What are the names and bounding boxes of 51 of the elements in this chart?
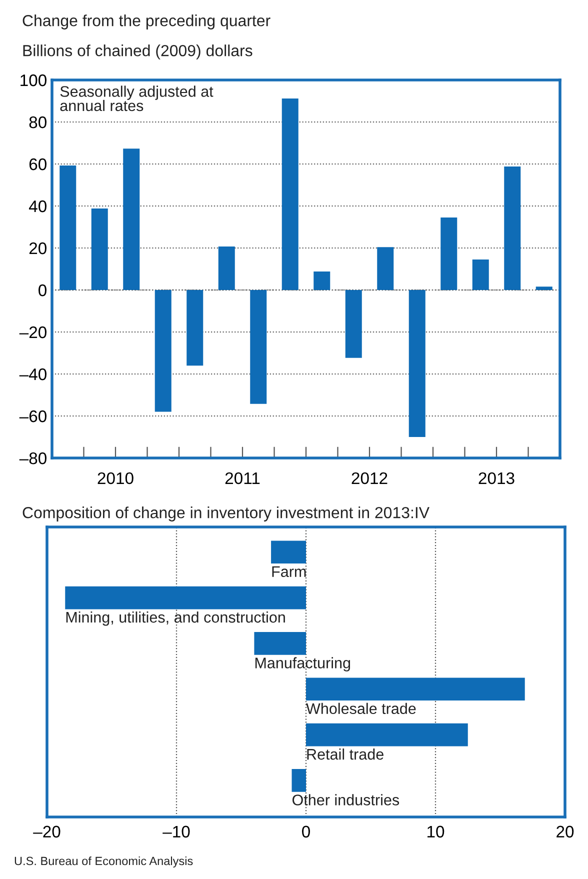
bar [254,632,306,655]
y-tick-label: 100 [20,74,46,86]
bar [271,540,306,564]
category-label: Retail trade [307,748,384,760]
x-tick-label: 2010 [98,472,134,484]
chart-title: Change from the preceding quarter [22,14,270,30]
chart-title: Composition of change in inventory investment in 2013:IV [22,506,430,522]
y-tick-label: –20 [19,326,46,338]
text: U.S. Bureau of Economic Analysis [14,856,193,868]
bar [306,723,468,746]
y-tick-label: 0 [38,284,46,296]
x-tick-label: 0 [302,826,310,838]
category-label: Wholesale trade [306,702,416,714]
category-label: Mining, utilities, and construction [66,611,285,626]
bar [472,260,489,290]
bar [250,290,267,404]
y-tick-label: –60 [19,410,46,422]
bar [377,247,394,290]
bar [292,769,306,792]
bar [504,166,521,290]
y-tick-label: 60 [29,158,46,170]
x-tick-label: 10 [428,826,444,838]
bar [440,218,458,290]
bar [60,165,76,290]
y-tick-label: 80 [29,116,46,128]
bar [154,290,172,412]
annotation: Seasonally adjusted at annual rates [60,86,214,112]
bar [314,272,330,290]
bar [186,290,204,366]
bar [91,208,108,290]
y-tick-label: –40 [19,368,46,380]
bar [123,148,140,290]
category-label: Manufacturing [255,657,350,672]
bar [65,586,306,610]
x-tick-label: 2013 [478,472,514,484]
bar [282,98,298,290]
bar [345,290,362,358]
x-tick-label: –10 [162,826,190,838]
category-label: Farm [272,566,306,578]
bar [218,246,235,290]
chart-subtitle: Billions of chained (2009) dollars [23,44,252,60]
y-tick-label: –80 [19,452,46,464]
category-label: Other industries [292,794,400,806]
bar [536,286,552,290]
x-tick-label: 2012 [352,472,388,484]
bar [408,290,426,437]
x-tick-label: 20 [556,826,574,838]
bar [306,678,525,701]
y-tick-label: 40 [28,200,46,212]
y-tick-label: 20 [29,242,46,254]
x-tick-label: 2011 [225,472,260,484]
